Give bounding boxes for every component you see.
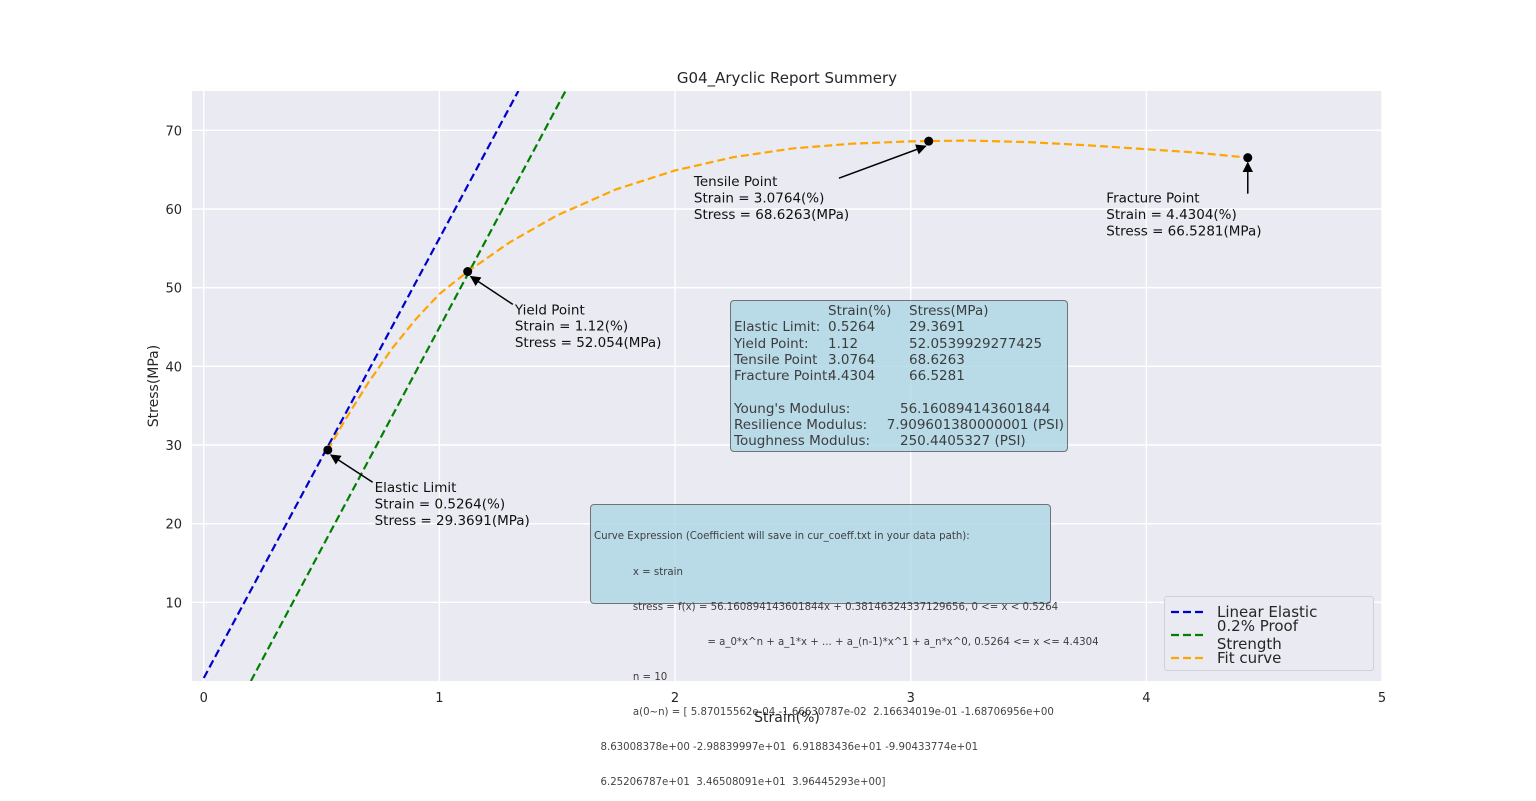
curve-expression-box: Curve Expression (Coefficient will save … [590,504,1099,788]
point-marker-fracture-point [1243,153,1253,163]
chart-title: G04_Aryclic Report Summery [677,69,897,88]
annotation-arrow-yield-point [469,275,514,306]
legend-item-linear-elastic: Linear Elastic [1171,600,1367,623]
summary-spacer [734,384,1064,400]
modulus-row: Resilience Modulus: 7.909601380000001 (P… [734,417,1064,433]
expression-line: = a_0*x^n + a_1*x + ... + a_(n-1)*x^1 + … [594,636,1099,648]
modulus-label: Young's Modulus: [734,400,851,417]
summary-stress: 29.3691 [909,319,965,336]
summary-strain: 3.0764 [828,351,876,368]
annotation-text-yield-point: Yield Point [514,302,585,318]
x-tick-label: 1 [435,691,443,706]
annotation-text-tensile-point: Tensile Point [693,174,777,190]
summary-stress: 66.5281 [909,368,965,385]
summary-strain: 1.12 [828,335,859,352]
summary-stress: 52.0539929277425 [909,335,1043,352]
summary-label: Fracture Point: [734,368,832,385]
y-tick-label: 70 [165,124,182,139]
legend: Linear Elastic 0.2% Proof Strength Fit c… [1164,596,1374,671]
y-tick-label: 20 [165,518,182,533]
y-tick-label: 30 [165,439,182,454]
summary-strain: 0.5264 [828,319,876,336]
summary-row: Elastic Limit: 0.5264 29.3691 [734,319,1064,335]
summary-row: Tensile Point 3.0764 68.6263 [734,352,1064,368]
annotation-text-fracture-point: Fracture Point [1106,191,1199,207]
summary-label: Tensile Point [734,351,818,368]
y-tick-label: 60 [165,203,182,218]
x-tick-label: 3 [907,691,915,706]
y-tick-label: 50 [165,282,182,297]
x-tick-label: 2 [671,691,679,706]
expression-line: stress = f(x) = 56.160894143601844x + 0.… [594,601,1059,613]
expression-line: a(0~n) = [ 5.87015562e-04 -1.66630787e-0… [594,706,1054,718]
x-tick-label: 4 [1142,691,1150,706]
expression-line: 8.63008378e+00 -2.98839997e+01 6.9188343… [594,742,979,754]
annotation-text-fracture-point: Strain = 4.4304(%) [1106,207,1237,223]
x-tick-label: 5 [1378,691,1386,706]
annotation-text-fracture-point: Stress = 66.5281(MPa) [1106,223,1261,239]
annotation-text-elastic-limit: Stress = 29.3691(MPa) [375,513,530,529]
modulus-label: Resilience Modulus: [734,417,868,434]
expression-line: 6.25206787e+01 3.46508091e+01 3.96445293… [594,777,886,789]
point-marker-yield-point [463,267,473,277]
series-line-0-2-proof-strength [249,91,567,681]
y-axis-label: Stress(MPa) [146,345,162,427]
summary-header: Strain(%) Stress(MPa) [734,303,1064,319]
summary-strain: 4.4304 [828,368,876,385]
annotation-text-elastic-limit: Strain = 0.5264(%) [375,497,506,513]
modulus-value: 7.909601380000001 (PSI) [886,417,1064,434]
point-marker-tensile-point [924,136,934,146]
annotation-arrow-elastic-limit [329,454,374,483]
summary-stress: 68.6263 [909,351,965,368]
legend-item-proof-strength: 0.2% Proof Strength [1171,617,1367,653]
expression-line: x = strain [594,566,683,578]
summary-row: Fracture Point: 4.4304 66.5281 [734,368,1064,384]
legend-item-fit-curve: Fit curve [1171,646,1367,669]
series-line-fit-curve [326,139,1248,451]
series-layer [202,91,1248,681]
expression-line: Curve Expression (Coefficient will save … [594,531,970,543]
modulus-row: Toughness Modulus: 250.4405327 (PSI) [734,433,1064,449]
summary-header-strain: Strain(%) [828,303,892,319]
ticks-layer: 0 1 2 3 4 5 10 20 30 40 50 60 70 [165,124,1386,706]
annotation-text-tensile-point: Stress = 68.6263(MPa) [694,207,849,223]
annotation-text-elastic-limit: Elastic Limit [375,480,457,496]
legend-swatch-proof-strength [1171,633,1205,636]
modulus-value: 250.4405327 (PSI) [900,433,1026,450]
summary-header-blank [734,303,828,319]
modulus-label: Toughness Modulus: [734,433,871,450]
summary-label: Elastic Limit: [734,319,821,336]
x-axis-label: Strain(%) [754,710,820,726]
point-marker-elastic-limit [323,445,333,455]
legend-label: Linear Elastic [1217,602,1318,621]
summary-label: Yield Point: [734,335,809,352]
series-line-linear-elastic [202,91,520,679]
annotation-text-yield-point: Stress = 52.054(MPa) [515,335,662,351]
legend-swatch-linear-elastic [1171,610,1205,613]
y-tick-label: 10 [165,596,182,611]
expression-line: n = 10 [594,671,668,683]
summary-header-stress: Stress(MPa) [909,303,989,319]
summary-row: Yield Point: 1.12 52.0539929277425 [734,336,1064,352]
legend-label: 0.2% Proof Strength [1216,616,1298,653]
x-tick-label: 0 [200,691,208,706]
legend-swatch-fit-curve [1171,656,1205,659]
y-tick-label: 40 [165,360,182,375]
summary-box: Strain(%) Stress(MPa) Elastic Limit: 0.5… [730,300,1068,452]
modulus-row: Young's Modulus: 56.160894143601844 [734,401,1064,417]
legend-label: Fit curve [1217,648,1282,667]
annotation-text-yield-point: Strain = 1.12(%) [515,319,628,335]
annotation-text-tensile-point: Strain = 3.0764(%) [694,190,825,206]
modulus-value: 56.160894143601844 [900,400,1051,417]
annotation-arrow-tensile-point [838,144,927,179]
